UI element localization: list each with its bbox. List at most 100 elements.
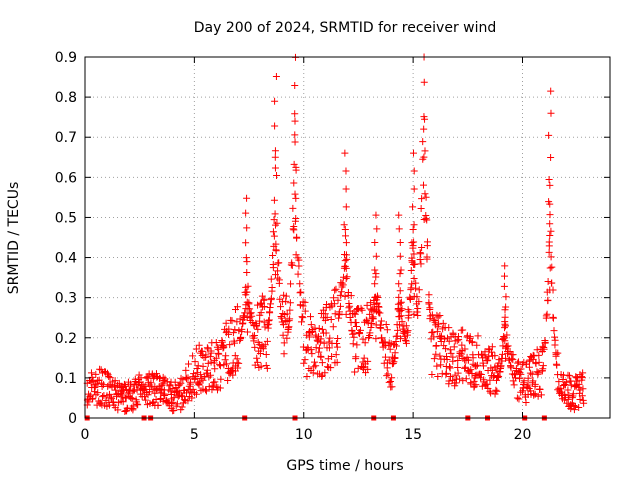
data-point bbox=[196, 378, 204, 386]
data-point bbox=[129, 387, 137, 395]
y-tick-label: 0.7 bbox=[55, 130, 77, 146]
data-point bbox=[378, 334, 386, 342]
x-axis-label: GPS time / hours bbox=[286, 458, 403, 474]
data-point bbox=[371, 293, 379, 301]
data-point bbox=[575, 380, 583, 388]
x-tick-label: 0 bbox=[81, 427, 90, 443]
data-point bbox=[265, 317, 273, 325]
data-point bbox=[372, 211, 380, 219]
data-point bbox=[359, 363, 367, 371]
data-point bbox=[271, 122, 279, 130]
data-point bbox=[231, 326, 239, 334]
data-point bbox=[547, 87, 555, 95]
data-point bbox=[396, 287, 404, 295]
data-point bbox=[550, 327, 558, 335]
data-point bbox=[298, 313, 306, 321]
data-point bbox=[501, 306, 509, 314]
data-point bbox=[243, 288, 251, 296]
data-point bbox=[317, 353, 325, 361]
data-point bbox=[207, 358, 215, 366]
data-point bbox=[295, 262, 303, 270]
data-point bbox=[251, 343, 259, 351]
data-point bbox=[278, 314, 286, 322]
data-point bbox=[160, 376, 168, 384]
data-point bbox=[495, 373, 503, 381]
data-point bbox=[412, 279, 420, 287]
data-point bbox=[272, 246, 280, 254]
data-point bbox=[321, 369, 329, 377]
data-point bbox=[546, 211, 554, 219]
data-point bbox=[515, 395, 523, 403]
data-point bbox=[291, 131, 299, 139]
chart-title: Day 200 of 2024, SRMTID for receiver win… bbox=[194, 20, 497, 36]
data-point bbox=[243, 258, 251, 266]
data-point bbox=[336, 291, 344, 299]
data-point bbox=[516, 369, 524, 377]
data-point bbox=[247, 309, 255, 317]
data-point bbox=[545, 248, 553, 256]
data-point bbox=[372, 252, 380, 260]
data-point bbox=[262, 351, 270, 359]
data-point bbox=[383, 326, 391, 334]
data-point bbox=[307, 321, 315, 329]
data-point bbox=[109, 398, 117, 406]
data-point bbox=[434, 372, 442, 380]
data-point bbox=[272, 72, 280, 80]
data-point bbox=[530, 391, 538, 399]
data-point bbox=[301, 298, 309, 306]
data-point bbox=[487, 348, 495, 356]
data-point bbox=[114, 406, 122, 414]
data-point bbox=[305, 333, 313, 341]
x-tick-label: 5 bbox=[190, 427, 199, 443]
data-point bbox=[510, 371, 518, 379]
data-point bbox=[300, 359, 308, 367]
data-point bbox=[271, 164, 279, 172]
data-point bbox=[369, 315, 377, 323]
data-point bbox=[512, 374, 520, 382]
data-point bbox=[318, 359, 326, 367]
data-point bbox=[242, 209, 250, 217]
data-point bbox=[436, 352, 444, 360]
data-point bbox=[88, 373, 96, 381]
axis-ticks bbox=[84, 56, 610, 419]
data-point bbox=[493, 387, 501, 395]
data-point bbox=[257, 309, 265, 317]
data-point bbox=[243, 224, 251, 232]
data-point bbox=[285, 323, 293, 331]
data-point bbox=[410, 274, 418, 282]
data-point bbox=[180, 396, 188, 404]
data-point bbox=[531, 382, 539, 390]
data-point bbox=[128, 394, 136, 402]
data-point bbox=[212, 383, 220, 391]
data-point bbox=[558, 392, 566, 400]
data-point bbox=[178, 391, 186, 399]
data-point bbox=[327, 315, 335, 323]
data-point bbox=[467, 379, 475, 387]
data-point bbox=[183, 375, 191, 383]
data-point bbox=[161, 390, 169, 398]
data-point bbox=[267, 296, 275, 304]
data-point bbox=[323, 313, 331, 321]
data-point bbox=[202, 386, 210, 394]
data-point bbox=[547, 253, 555, 261]
data-point bbox=[315, 344, 323, 352]
data-point bbox=[454, 369, 462, 377]
data-point bbox=[201, 372, 209, 380]
data-point bbox=[133, 400, 141, 408]
data-point bbox=[293, 234, 301, 242]
data-point bbox=[360, 354, 368, 362]
data-point bbox=[446, 373, 454, 381]
data-point bbox=[333, 358, 341, 366]
data-point bbox=[199, 376, 207, 384]
data-point bbox=[461, 345, 469, 353]
data-point bbox=[433, 328, 441, 336]
data-point bbox=[321, 310, 329, 318]
data-point bbox=[433, 362, 441, 370]
data-point bbox=[132, 396, 140, 404]
data-point bbox=[345, 304, 353, 312]
data-point bbox=[385, 378, 393, 386]
data-point bbox=[524, 374, 532, 382]
data-point bbox=[498, 357, 506, 365]
data-point bbox=[397, 307, 405, 315]
